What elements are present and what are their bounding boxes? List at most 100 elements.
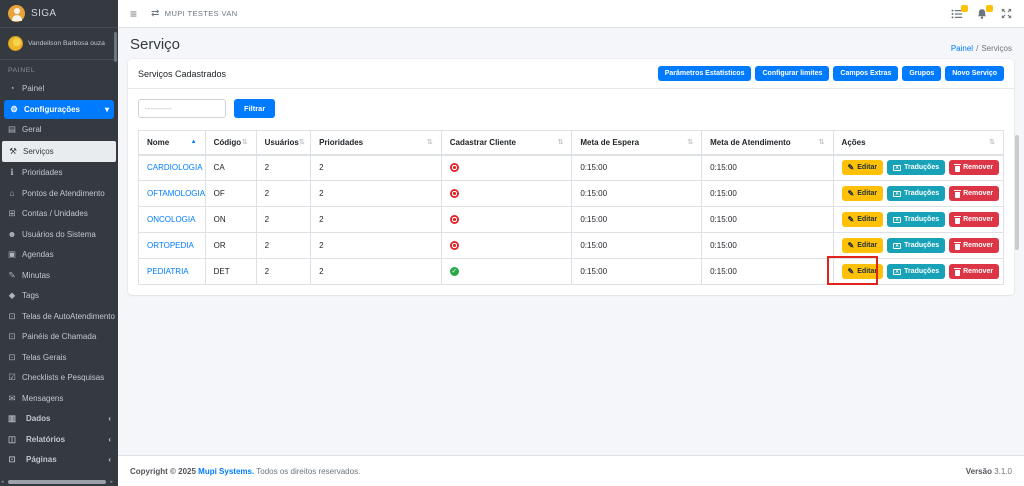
sidebar-item-configuracoes[interactable]: ⚙ Configurações ▾	[4, 99, 114, 119]
traducoes-button[interactable]: A Traduções	[887, 264, 946, 279]
pencil-icon: ✎	[847, 267, 855, 276]
editar-button[interactable]: ✎ Editar	[841, 160, 884, 176]
service-priorities: 2	[310, 232, 442, 259]
breadcrumb-link-painel[interactable]: Painel	[950, 44, 974, 53]
sort-icon: ⇅	[687, 139, 694, 147]
sidebar-item-pontos-de-atendimento[interactable]: ⌂ Pontos de Atendimento	[0, 183, 118, 204]
envelope-icon: ✉	[8, 392, 16, 403]
column-header-codigo[interactable]: Código ⇅	[204, 130, 257, 156]
traducoes-button[interactable]: A Traduções	[887, 238, 946, 253]
column-header-prioridades[interactable]: Prioridades ⇅	[310, 130, 442, 156]
scroll-right-arrow-icon[interactable]: ▸	[110, 479, 113, 485]
times-circle-icon	[449, 189, 459, 199]
sidebar-item-usuarios-do-sistema[interactable]: ☻ Usuários do Sistema	[0, 224, 118, 245]
service-name-link[interactable]: PEDIATRIA	[147, 267, 189, 276]
remover-button[interactable]: Remover	[949, 264, 1000, 279]
editar-button-highlighted[interactable]: ✎ Editar	[841, 264, 884, 279]
sidebar-vertical-scrollbar[interactable]	[114, 32, 117, 62]
sidebar-item-servicos[interactable]: ⚒ Serviços	[2, 141, 116, 162]
parametros-estatisticos-button[interactable]: Parâmetros Estatísticos	[657, 66, 752, 81]
wait-goal: 0:15:00	[571, 258, 703, 285]
card-header: Serviços Cadastrados Parâmetros Estatíst…	[128, 59, 1014, 89]
editar-button[interactable]: ✎ Editar	[841, 212, 884, 227]
remover-button[interactable]: Remover	[949, 186, 1000, 201]
traducoes-button[interactable]: A Traduções	[887, 160, 946, 176]
novo-servico-button[interactable]: Novo Serviço	[945, 66, 1004, 81]
editar-button[interactable]: ✎ Editar	[841, 186, 884, 201]
editar-button[interactable]: ✎ Editar	[841, 238, 884, 253]
column-header-meta-de-atendimento[interactable]: Meta de Atendimento ⇅	[701, 130, 834, 156]
table-row-ortopedia: ORTOPEDIA OR 2 2 0:15:00 0:15:00 ✎ Editar…	[138, 232, 1005, 259]
configurar-limites-button[interactable]: Configurar limites	[755, 66, 830, 81]
sidebar-item-relatorios[interactable]: ◫ Relatórios ‹	[0, 429, 118, 450]
user-name[interactable]: Vandeilson Barbosa ouza	[28, 40, 105, 47]
breadcrumb-current: Serviços	[981, 44, 1012, 53]
sidebar-item-painel[interactable]: ◔ Painel	[0, 78, 118, 99]
remover-button[interactable]: Remover	[949, 212, 1000, 227]
mupi-systems-link[interactable]: Mupi Systems.	[198, 466, 255, 476]
column-header-cadastrar-cliente[interactable]: Cadastrar Cliente ⇅	[440, 130, 573, 156]
column-header-acoes[interactable]: Ações ⇅	[832, 130, 1005, 156]
bell-icon[interactable]	[976, 4, 993, 20]
database-icon: ▥	[7, 413, 17, 424]
remover-button[interactable]: Remover	[949, 160, 1000, 176]
sidebar-item-tags[interactable]: ◆ Tags	[0, 286, 118, 307]
page-scrollbar[interactable]	[1015, 135, 1019, 250]
sidebar-item-telas-autoatendimento[interactable]: ⊡ Telas de AutoAtendimento	[0, 306, 118, 327]
sidebar-item-label: Pontos de Atendimento	[22, 188, 105, 198]
brand[interactable]: SIGA	[0, 0, 118, 28]
service-name-link[interactable]: CARDIOLOGIA	[147, 163, 203, 173]
printer-icon: ▤	[7, 124, 17, 135]
sidebar-item-label: Páginas	[26, 455, 57, 465]
workspace-switcher[interactable]: ⇄ MUPI TESTES VAN	[151, 8, 238, 19]
column-header-nome[interactable]: Nome ▲	[138, 130, 206, 156]
sidebar-item-telas-gerais[interactable]: ⊡ Telas Gerais	[0, 347, 118, 368]
sidebar-section-label: PAINEL	[8, 67, 36, 74]
service-name-link[interactable]: ORTOPEDIA	[147, 241, 194, 250]
service-goal: 0:15:00	[701, 154, 834, 181]
service-users: 2	[255, 154, 312, 181]
sidebar-item-label: Usuários do Sistema	[22, 229, 96, 239]
hamburger-menu-icon[interactable]: ≡	[130, 6, 138, 21]
filtrar-button[interactable]: Filtrar	[234, 99, 276, 118]
filter-input[interactable]	[138, 99, 226, 118]
campos-extras-button[interactable]: Campos Extras	[833, 66, 899, 81]
remover-button[interactable]: Remover	[949, 238, 1000, 253]
fullscreen-expand-icon[interactable]	[1001, 8, 1012, 19]
wait-goal: 0:15:00	[571, 232, 703, 259]
sidebar-item-label: Geral	[22, 125, 42, 135]
chevron-left-icon: ‹	[108, 414, 111, 424]
sidebar-item-contas-unidades[interactable]: ⊞ Contas / Unidades	[0, 204, 118, 225]
sidebar-horizontal-scrollbar[interactable]	[8, 480, 106, 484]
wait-goal: 0:15:00	[571, 154, 703, 181]
chevron-left-icon: ‹	[108, 434, 111, 444]
sidebar-item-geral[interactable]: ▤ Geral	[0, 120, 118, 141]
sidebar-item-paginas[interactable]: ⊡ Páginas ‹	[0, 450, 118, 471]
sidebar-item-checklists-pesquisas[interactable]: ☑ Checklists e Pesquisas	[0, 368, 118, 389]
column-header-usuarios[interactable]: Usuários ⇅	[255, 130, 312, 156]
grupos-button[interactable]: Grupos	[902, 66, 942, 81]
service-name-link[interactable]: OFTAMOLOGIA	[147, 189, 206, 198]
wait-goal: 0:15:00	[571, 180, 703, 207]
sort-icon: ⇅	[426, 139, 433, 147]
tasks-list-icon[interactable]	[951, 4, 968, 20]
sidebar-item-agendas[interactable]: ▣ Agendas	[0, 245, 118, 266]
users-icon: ☻	[7, 229, 17, 240]
traducoes-button[interactable]: A Traduções	[887, 186, 946, 201]
sidebar-item-paineis-de-chamada[interactable]: ⊡ Painéis de Chamada	[0, 327, 118, 348]
sidebar-item-label: Checklists e Pesquisas	[22, 373, 105, 383]
sidebar-item-mensagens[interactable]: ✉ Mensagens	[0, 388, 118, 409]
siga-logo-icon	[8, 5, 25, 22]
version-value: 3.1.0	[994, 466, 1012, 476]
chevron-left-icon: ‹	[108, 455, 111, 465]
scroll-left-arrow-icon[interactable]: ◂	[1, 479, 4, 485]
traducoes-button[interactable]: A Traduções	[887, 212, 946, 227]
column-header-meta-de-espera[interactable]: Meta de Espera ⇅	[571, 130, 703, 156]
sidebar-item-minutas[interactable]: ✎ Minutas	[0, 265, 118, 286]
sidebar-item-dados[interactable]: ▥ Dados ‹	[0, 409, 118, 430]
service-name-link[interactable]: ONCOLOGIA	[147, 215, 196, 224]
copyright-prefix: Copyright © 2025	[130, 466, 196, 476]
chart-bar-icon: ◫	[7, 433, 17, 444]
sidebar-item-prioridades[interactable]: ℹ Prioridades	[0, 163, 118, 184]
home-icon: ⌂	[9, 188, 15, 199]
